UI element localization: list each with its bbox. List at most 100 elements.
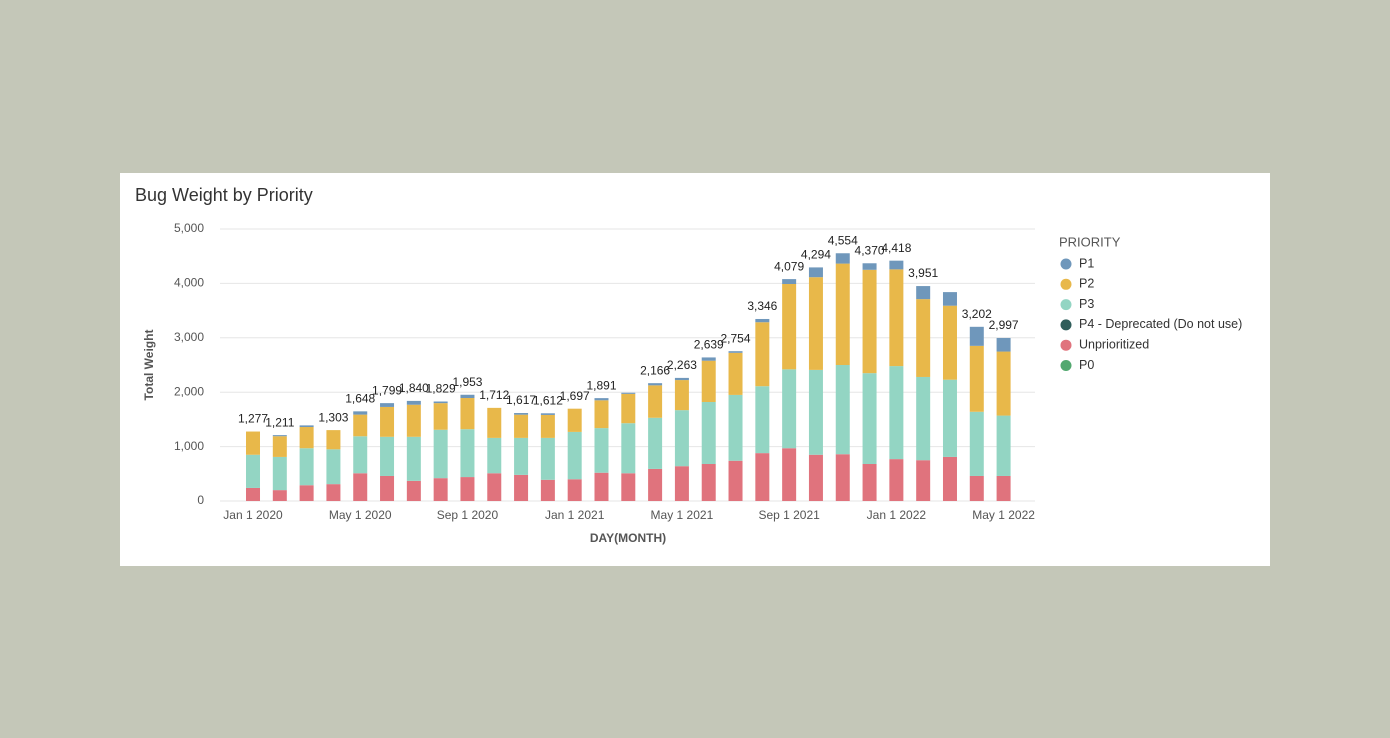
bar-segment xyxy=(862,373,877,465)
bar-segment xyxy=(808,454,823,501)
bar-segment xyxy=(326,484,341,501)
bar-segment xyxy=(540,479,555,501)
total-label: 4,294 xyxy=(801,248,831,262)
bar-segment xyxy=(380,436,395,476)
bar-segment xyxy=(460,477,475,501)
bar-segment xyxy=(621,392,636,394)
legend-swatch xyxy=(1060,319,1072,331)
bar-segment xyxy=(621,473,636,501)
y-tick-label: 2,000 xyxy=(174,384,204,398)
x-axis-title: DAY(MONTH) xyxy=(590,531,666,545)
bar-segment xyxy=(326,430,341,450)
bar-segment xyxy=(701,464,716,501)
bar-segment xyxy=(889,260,904,270)
total-label: 1,648 xyxy=(345,392,375,406)
legend-label: P3 xyxy=(1079,297,1094,311)
bar-segment xyxy=(862,464,877,501)
bar-segment xyxy=(674,380,689,411)
legend-label: P0 xyxy=(1079,358,1094,372)
x-tick-label: Sep 1 2020 xyxy=(437,508,499,522)
bar-segment xyxy=(969,475,984,501)
bar-segment xyxy=(406,404,421,437)
legend-swatch xyxy=(1060,299,1072,311)
total-label: 2,754 xyxy=(721,331,751,345)
bar-segment xyxy=(916,376,931,461)
bar-segment xyxy=(272,435,287,437)
legend-swatch xyxy=(1060,278,1072,290)
total-label: 1,829 xyxy=(426,382,456,396)
legend-label: Unprioritized xyxy=(1079,337,1149,351)
total-label: 3,346 xyxy=(747,299,777,313)
bar-segment xyxy=(487,437,502,474)
bar-segment xyxy=(246,487,261,501)
bar-segment xyxy=(353,411,368,415)
bar-segment xyxy=(942,292,957,306)
y-tick-label: 4,000 xyxy=(174,276,204,290)
total-label: 2,997 xyxy=(989,318,1019,332)
y-axis-title: Total Weight xyxy=(142,330,156,401)
bar-segment xyxy=(567,408,582,432)
x-tick-label: May 1 2022 xyxy=(972,508,1035,522)
total-label: 4,079 xyxy=(774,259,804,273)
bar-segment xyxy=(540,414,555,438)
bar-segment xyxy=(835,263,850,365)
bar-segment xyxy=(299,427,314,449)
total-label: 3,951 xyxy=(908,266,938,280)
total-label: 1,840 xyxy=(399,381,429,395)
bar-segment xyxy=(835,365,850,455)
bar-segment xyxy=(889,269,904,367)
chart-title: Bug Weight by Priority xyxy=(135,185,313,205)
bar-segment xyxy=(648,385,663,418)
y-tick-label: 3,000 xyxy=(174,330,204,344)
bar-segment xyxy=(514,474,529,501)
legend-swatch xyxy=(1060,258,1072,270)
total-label: 1,617 xyxy=(506,393,536,407)
legend-title: PRIORITY xyxy=(1059,234,1121,249)
bar-segment xyxy=(969,411,984,476)
legend-label: P4 - Deprecated (Do not use) xyxy=(1079,317,1242,331)
bar-segment xyxy=(969,345,984,412)
bar-segment xyxy=(728,460,743,501)
bar-segment xyxy=(674,410,689,467)
total-label: 1,303 xyxy=(318,410,348,424)
bar-segment xyxy=(728,352,743,395)
bar-segment xyxy=(862,263,877,270)
y-tick-label: 1,000 xyxy=(174,439,204,453)
y-tick-label: 5,000 xyxy=(174,221,204,235)
bar-segment xyxy=(460,394,475,399)
bar-segment xyxy=(326,449,341,485)
bar-segment xyxy=(380,403,395,407)
chart: Bug Weight by Priority Total Weight DAY(… xyxy=(135,185,1242,545)
bar-segment xyxy=(406,480,421,501)
bar-segment xyxy=(996,351,1011,416)
x-tick-label: Jan 1 2021 xyxy=(545,508,605,522)
bar-segment xyxy=(674,377,689,381)
bar-segment xyxy=(433,401,448,404)
total-label: 3,202 xyxy=(962,307,992,321)
bar-segment xyxy=(782,283,797,370)
bar-segment xyxy=(272,436,287,457)
bar-segment xyxy=(621,423,636,474)
x-tick-label: Sep 1 2021 xyxy=(758,508,820,522)
bar-segment xyxy=(701,357,716,361)
legend-label: P1 xyxy=(1079,256,1094,270)
bar-segment xyxy=(487,473,502,501)
bar-segment xyxy=(299,425,314,428)
bar-segment xyxy=(942,456,957,501)
total-label: 1,211 xyxy=(265,415,294,429)
y-tick-label: 0 xyxy=(197,493,204,507)
bar-segment xyxy=(406,436,421,481)
bar-segment xyxy=(996,415,1011,476)
legend-swatch xyxy=(1060,339,1072,351)
total-label: 1,712 xyxy=(479,388,509,402)
bar-segment xyxy=(728,394,743,461)
bar-segment xyxy=(353,414,368,437)
bar-segment xyxy=(916,460,931,501)
bar-segment xyxy=(433,478,448,501)
bar-segment xyxy=(272,490,287,501)
bar-segment xyxy=(942,305,957,380)
bar-segment xyxy=(701,401,716,465)
bar-segment xyxy=(380,406,395,437)
bar-segment xyxy=(594,400,609,429)
